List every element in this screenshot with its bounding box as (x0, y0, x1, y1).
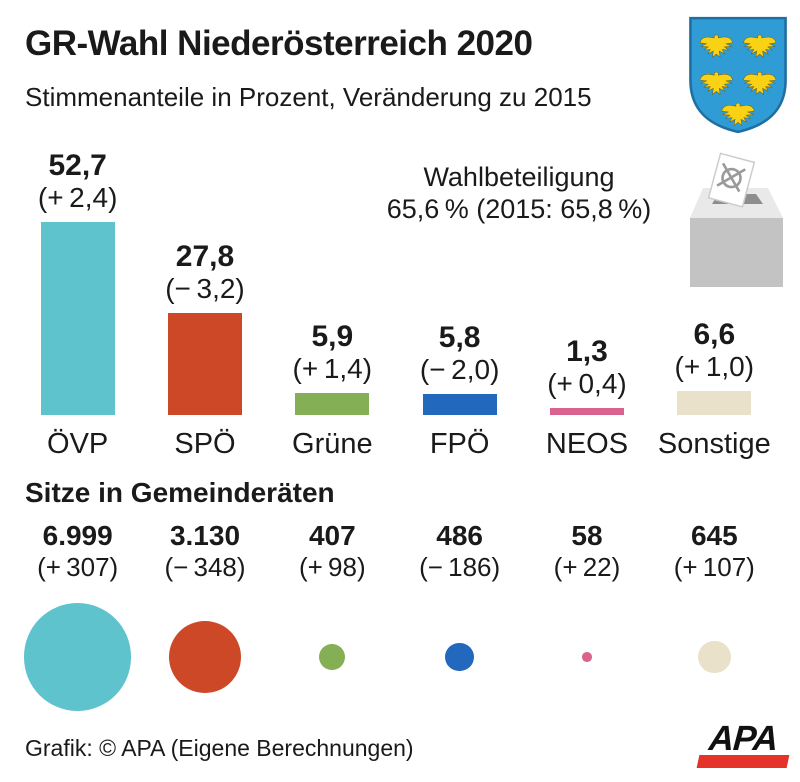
seats-heading: Sitze in Gemeinderäten (25, 477, 335, 508)
ballot-box-icon (690, 152, 783, 287)
vote-bar (422, 393, 497, 415)
vote-share-value: 52,7 (48, 149, 107, 182)
vote-column-ovp: 52,7 (+ 2,4) (14, 150, 141, 415)
vote-bar (677, 390, 752, 415)
party-label-neos: NEOS (545, 428, 629, 460)
vote-share-chart: 52,7 (+ 2,4) 27,8 (− 3,2) 5,9 (+ 1,4) 5,… (14, 150, 778, 415)
vote-column-fpo: 5,8 (− 2,0) (396, 150, 523, 415)
party-label-spo: SPÖ (174, 428, 236, 460)
party-label-fpo: FPÖ (429, 428, 490, 460)
vote-column-spo: 27,8 (− 3,2) (141, 150, 268, 415)
seats-neos: 58 (+ 22) (523, 520, 650, 582)
apa-logo: APA (696, 719, 790, 768)
source-credit: Grafik: © APA (Eigene Berechnungen) (25, 735, 414, 761)
seats-fpo: 486 (− 186) (396, 520, 523, 582)
party-label-sonstige: Sonstige (657, 428, 771, 460)
apa-logo-text: APA (707, 719, 779, 758)
seats-change: (+ 307) (37, 552, 119, 582)
vote-share-change: (+ 2,4) (37, 182, 118, 213)
seats-ovp: 6.999 (+ 307) (14, 520, 141, 582)
seats-value: 645 (690, 520, 738, 551)
seats-value: 3.130 (169, 520, 241, 551)
vote-column-gruene: 5,9 (+ 1,4) (269, 150, 396, 415)
seats-change: (− 186) (419, 552, 501, 582)
vote-share-change: (− 3,2) (165, 272, 245, 304)
ballot-paper (707, 152, 756, 208)
page-title: GR-Wahl Niederösterreich 2020 (25, 24, 533, 63)
seats-bubble-ovp (23, 603, 132, 711)
vote-share-change: (+ 1,4) (292, 353, 373, 385)
vote-share-value: 5,9 (311, 320, 354, 354)
vote-bar (295, 393, 370, 415)
vote-share-change: (+ 1,0) (674, 350, 755, 382)
apa-logo-red-bar (696, 755, 790, 768)
vote-column-sonstige: 6,6 (+ 1,0) (651, 150, 778, 415)
seats-change: (− 348) (164, 552, 246, 582)
vote-share-value: 27,8 (175, 239, 235, 273)
seats-values-row: 6.999 (+ 307) 3.130 (− 348) 407 (+ 98) 4… (14, 520, 778, 582)
vote-share-change: (+ 0,4) (547, 368, 627, 399)
seats-bubble-fpo (445, 642, 474, 672)
vote-column-neos: 1,3 (+ 0,4) (523, 150, 650, 415)
seats-bubble-chart (14, 598, 778, 716)
party-labels-row: ÖVP SPÖ Grüne FPÖ NEOS Sonstige (14, 428, 778, 461)
seats-bubble-sonstige (697, 640, 731, 674)
turnout-value: 65,6 % (2015: 65,8 %) (386, 194, 652, 224)
seats-bubble-spo (169, 621, 241, 693)
seats-bubble-gruene (319, 644, 346, 670)
seats-change: (+ 98) (299, 552, 366, 582)
seats-value: 6.999 (42, 520, 113, 551)
seats-value: 58 (571, 520, 603, 551)
vote-share-value: 5,8 (438, 320, 481, 354)
seats-sonstige: 645 (+ 107) (651, 520, 778, 582)
vote-share-change: (− 2,0) (419, 353, 500, 385)
page-subtitle: Stimmenanteile in Prozent, Veränderung z… (25, 82, 592, 112)
seats-gruene: 407 (+ 98) (269, 520, 396, 582)
vote-share-value: 1,3 (566, 335, 608, 368)
seats-spo: 3.130 (− 348) (141, 520, 268, 582)
vote-bar (167, 312, 242, 415)
party-label-ovp: ÖVP (47, 428, 109, 460)
ballot-box-front (690, 218, 783, 287)
seats-change: (+ 22) (553, 552, 621, 582)
turnout-block: Wahlbeteiligung 65,6 % (2015: 65,8 %) (368, 161, 670, 225)
seats-bubble-neos (582, 652, 592, 662)
seats-value: 486 (436, 520, 483, 551)
party-label-gruene: Grüne (292, 428, 373, 460)
lower-austria-coat-of-arms-icon (689, 16, 787, 134)
turnout-label: Wahlbeteiligung (423, 162, 615, 192)
seats-change: (+ 107) (673, 552, 755, 582)
vote-bar (40, 222, 115, 415)
vote-bar (549, 408, 624, 415)
vote-share-value: 6,6 (693, 317, 736, 351)
seats-value: 407 (308, 520, 356, 551)
